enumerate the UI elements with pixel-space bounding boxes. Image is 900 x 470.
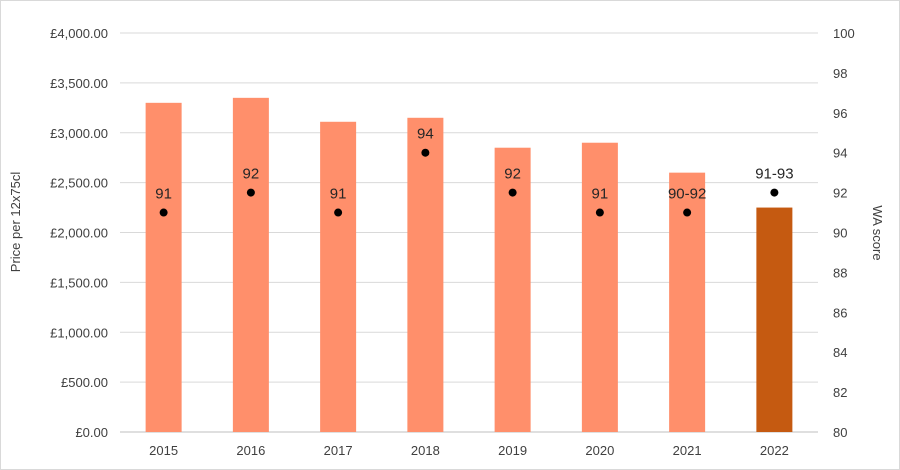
right-tick-label: 90 — [833, 226, 847, 241]
right-tick-label: 96 — [833, 106, 847, 121]
left-tick-label: £2,000.00 — [50, 226, 108, 241]
score-label: 91 — [155, 186, 172, 203]
score-point — [508, 188, 517, 197]
price-bar — [320, 121, 357, 432]
left-tick-label: £1,500.00 — [50, 275, 108, 290]
left-axis-title: Price per 12x75cl — [8, 172, 23, 273]
gridlines — [120, 32, 818, 433]
left-tick-label: £4,000.00 — [50, 26, 108, 41]
price-bar — [232, 97, 269, 433]
price-bars — [145, 97, 793, 433]
right-tick-label: 80 — [833, 425, 847, 440]
price-bar — [407, 117, 444, 432]
left-tick-label: £3,000.00 — [50, 126, 108, 141]
left-tick-label: £1,000.00 — [50, 325, 108, 340]
x-axis-ticks: 2015 2016 2017 2018 2019 2020 2021 2022 — [149, 443, 789, 458]
score-label: 91 — [330, 186, 347, 203]
right-tick-label: 94 — [833, 146, 847, 161]
right-tick-label: 84 — [833, 345, 847, 360]
score-label: 91 — [592, 186, 609, 203]
left-tick-label: £3,500.00 — [50, 76, 108, 91]
right-tick-label: 98 — [833, 66, 847, 81]
x-tick-label: 2022 — [760, 443, 789, 458]
left-tick-label: £2,500.00 — [50, 176, 108, 191]
score-label: 91-93 — [755, 166, 793, 183]
score-point — [246, 188, 255, 197]
right-tick-label: 92 — [833, 186, 847, 201]
score-point — [595, 208, 604, 217]
left-tick-label: £500.00 — [61, 375, 108, 390]
right-axis-ticks: 80 82 84 86 88 90 92 94 96 98 100 — [833, 26, 855, 440]
left-tick-label: £0.00 — [75, 425, 108, 440]
x-tick-label: 2015 — [149, 443, 178, 458]
score-label: 92 — [243, 166, 260, 183]
price-bar — [145, 102, 182, 432]
right-tick-label: 88 — [833, 265, 847, 280]
x-tick-label: 2018 — [411, 443, 440, 458]
score-label: 90-92 — [668, 186, 706, 203]
x-tick-label: 2016 — [236, 443, 265, 458]
score-point — [421, 148, 430, 157]
right-tick-label: 82 — [833, 385, 847, 400]
x-tick-label: 2021 — [673, 443, 702, 458]
x-tick-label: 2020 — [585, 443, 614, 458]
right-tick-label: 100 — [833, 26, 855, 41]
score-point — [770, 188, 779, 197]
score-points: 91 92 91 94 92 91 90-92 91-93 — [155, 126, 794, 217]
score-label: 92 — [504, 166, 521, 183]
left-axis-ticks: £0.00 £500.00 £1,000.00 £1,500.00 £2,000.00 £… — [50, 26, 108, 440]
score-point — [334, 208, 343, 217]
score-point — [159, 208, 168, 217]
right-axis-title: WA score — [870, 205, 885, 260]
price-bar — [756, 207, 793, 432]
x-tick-label: 2017 — [324, 443, 353, 458]
right-tick-label: 86 — [833, 305, 847, 320]
price-bar — [581, 142, 618, 432]
score-label: 94 — [417, 126, 434, 143]
score-point — [683, 208, 692, 217]
x-tick-label: 2019 — [498, 443, 527, 458]
